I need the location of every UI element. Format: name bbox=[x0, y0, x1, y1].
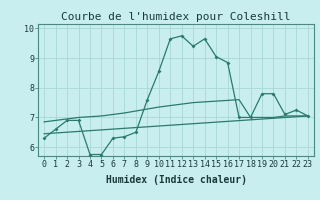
Title: Courbe de l'humidex pour Coleshill: Courbe de l'humidex pour Coleshill bbox=[61, 12, 291, 22]
X-axis label: Humidex (Indice chaleur): Humidex (Indice chaleur) bbox=[106, 175, 246, 185]
